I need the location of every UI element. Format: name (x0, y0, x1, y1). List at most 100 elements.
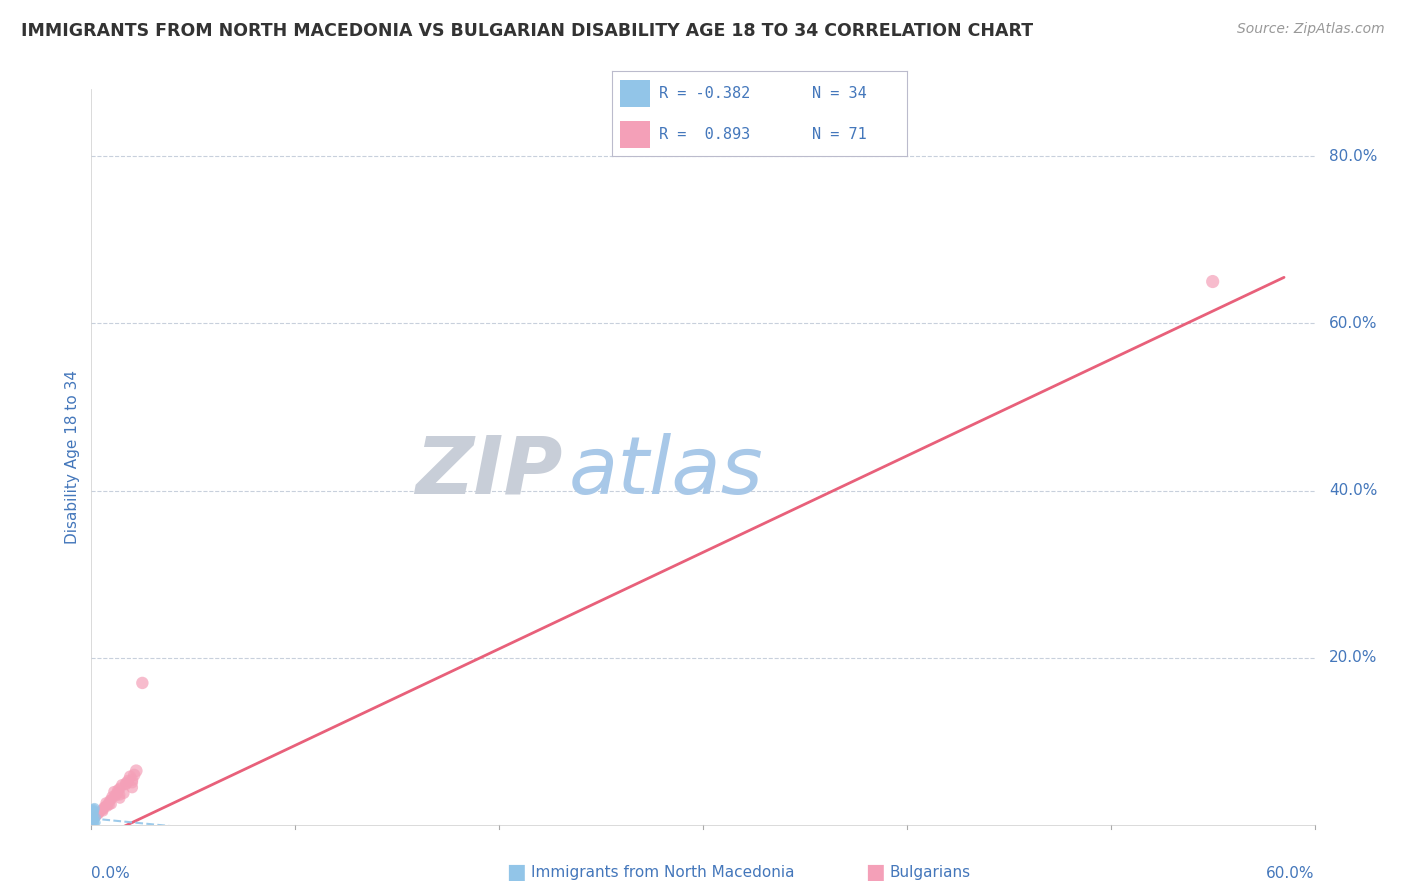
Point (1202, 275, 1225, 289)
Point (84, 810, 107, 824)
Point (108, 781, 131, 796)
Text: N = 71: N = 71 (813, 127, 868, 142)
Text: IMMIGRANTS FROM NORTH MACEDONIA VS BULGARIAN DISABILITY AGE 18 TO 34 CORRELATION: IMMIGRANTS FROM NORTH MACEDONIA VS BULGA… (21, 22, 1033, 40)
Point (107, 783, 129, 797)
Point (83, 813, 105, 827)
Point (82, 811, 104, 825)
Point (121, 780, 143, 795)
Point (86, 807, 108, 822)
Point (82, 812, 104, 826)
Point (112, 786, 135, 800)
Point (82, 808, 104, 822)
Point (108, 788, 131, 802)
Point (83, 814, 105, 828)
Point (82, 814, 104, 829)
Point (93, 802, 115, 816)
Point (94, 796, 117, 810)
Point (121, 775, 143, 789)
Point (82, 815, 104, 830)
Point (82, 813, 104, 827)
Point (121, 772, 143, 787)
Point (82, 812, 104, 826)
Point (82, 812, 104, 826)
Point (82, 813, 104, 827)
Point (83, 812, 105, 826)
Point (83, 816, 105, 830)
Point (101, 797, 124, 812)
Point (84, 812, 107, 826)
Point (97, 799, 120, 814)
Text: ■: ■ (506, 863, 526, 882)
Point (89, 807, 111, 822)
Point (103, 785, 125, 799)
Point (82, 809, 104, 823)
Point (86, 808, 108, 822)
Point (86, 809, 108, 823)
Point (120, 770, 142, 784)
Point (115, 776, 138, 790)
Point (101, 789, 124, 804)
Point (131, 676, 153, 690)
Text: 60.0%: 60.0% (1267, 865, 1315, 880)
Point (84, 810, 107, 824)
Text: 60.0%: 60.0% (1329, 316, 1378, 331)
Text: 80.0%: 80.0% (1329, 149, 1378, 163)
Point (83, 814, 105, 828)
Point (89, 805, 111, 820)
Point (98, 793, 121, 807)
Point (86, 811, 108, 825)
Point (82, 814, 104, 828)
Point (84, 809, 107, 823)
Point (82, 812, 104, 826)
Point (84, 810, 107, 824)
Point (82, 812, 104, 826)
Point (82, 815, 104, 830)
Point (86, 809, 108, 823)
Point (82, 806, 104, 821)
Point (84, 814, 107, 829)
Point (82, 805, 104, 819)
Point (122, 768, 145, 782)
Point (98, 798, 121, 813)
Point (104, 787, 127, 801)
Point (82, 807, 104, 822)
Text: Immigrants from North Macedonia: Immigrants from North Macedonia (531, 865, 794, 880)
Point (82, 812, 104, 826)
Text: R = -0.382: R = -0.382 (659, 86, 751, 101)
Point (108, 791, 131, 805)
Text: ZIP: ZIP (415, 433, 562, 511)
Point (82, 806, 104, 821)
Point (82, 802, 104, 816)
Point (82, 804, 104, 818)
Point (82, 808, 104, 822)
Point (93, 799, 115, 814)
Point (82, 811, 104, 825)
Point (86, 816, 108, 830)
Point (107, 785, 129, 799)
Point (111, 778, 134, 792)
Point (84, 812, 107, 826)
Point (89, 806, 111, 821)
Point (84, 810, 107, 824)
Point (82, 805, 104, 820)
Point (82, 805, 104, 819)
Point (93, 800, 115, 814)
Point (104, 789, 127, 803)
Point (82, 809, 104, 823)
Point (82, 805, 104, 820)
Point (86, 808, 108, 822)
Bar (620, 80, 650, 107)
Y-axis label: Disability Age 18 to 34: Disability Age 18 to 34 (65, 370, 80, 544)
Text: N = 34: N = 34 (813, 86, 868, 101)
Text: atlas: atlas (568, 433, 763, 511)
Point (86, 815, 108, 830)
Point (89, 805, 111, 820)
Point (89, 805, 111, 819)
Point (97, 797, 120, 811)
Point (117, 773, 139, 788)
Point (82, 817, 104, 831)
Text: Bulgarians: Bulgarians (890, 865, 972, 880)
Point (82, 814, 104, 829)
Point (93, 803, 115, 817)
Point (115, 777, 138, 791)
